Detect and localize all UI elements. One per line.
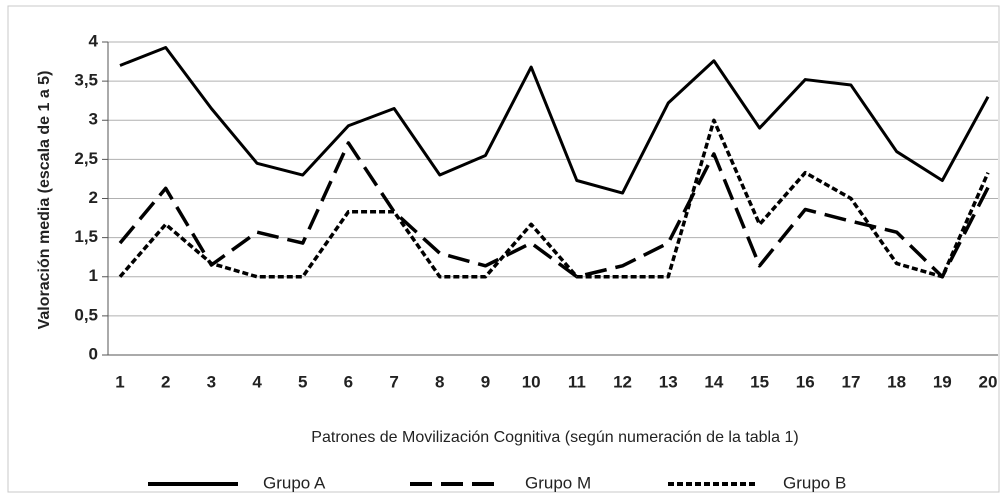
x-tick-label: 8: [435, 372, 444, 391]
x-tick-label: 13: [659, 372, 678, 391]
series-line: [118, 118, 990, 279]
x-tick-label: 7: [389, 372, 398, 391]
x-tick-label: 18: [887, 372, 906, 391]
x-tick-label: 17: [841, 372, 860, 391]
x-tick-label: 4: [252, 372, 262, 391]
x-tick-label: 9: [481, 372, 490, 391]
y-tick-label: 2,5: [74, 149, 98, 168]
y-tick-label: 1: [89, 266, 98, 285]
legend-label: Grupo B: [783, 473, 846, 492]
x-tick-label: 2: [161, 372, 170, 391]
y-tick-label: 2: [89, 188, 98, 207]
y-tick-label: 1,5: [74, 227, 98, 246]
y-tick-label: 4: [89, 31, 99, 50]
x-tick-label: 14: [704, 372, 723, 391]
y-axis-title: Valoración media (escala de 1 a 5): [36, 71, 53, 330]
y-tick-label: 3,5: [74, 71, 98, 90]
x-tick-label: 12: [613, 372, 632, 391]
x-tick-label: 5: [298, 372, 307, 391]
y-tick-label: 0,5: [74, 305, 98, 324]
x-axis-title: Patrones de Movilización Cognitiva (segú…: [311, 429, 798, 446]
y-tick-label: 0: [89, 344, 98, 363]
x-tick-label: 19: [933, 372, 952, 391]
x-tick-label: 11: [568, 372, 586, 391]
y-tick-label: 3: [89, 110, 98, 129]
chart-frame: [7, 5, 1000, 493]
x-tick-label: 16: [796, 372, 815, 391]
series-line: [119, 45, 990, 195]
x-tick-label: 6: [344, 372, 353, 391]
x-tick-label: 1: [115, 372, 124, 391]
x-tick-label: 15: [750, 372, 769, 391]
legend-label: Grupo M: [525, 473, 591, 492]
x-tick-label: 20: [979, 372, 998, 391]
x-tick-label: 3: [207, 372, 216, 391]
x-tick-label: 10: [522, 372, 541, 391]
legend-label: Grupo A: [263, 473, 326, 492]
series-line: [118, 141, 990, 279]
